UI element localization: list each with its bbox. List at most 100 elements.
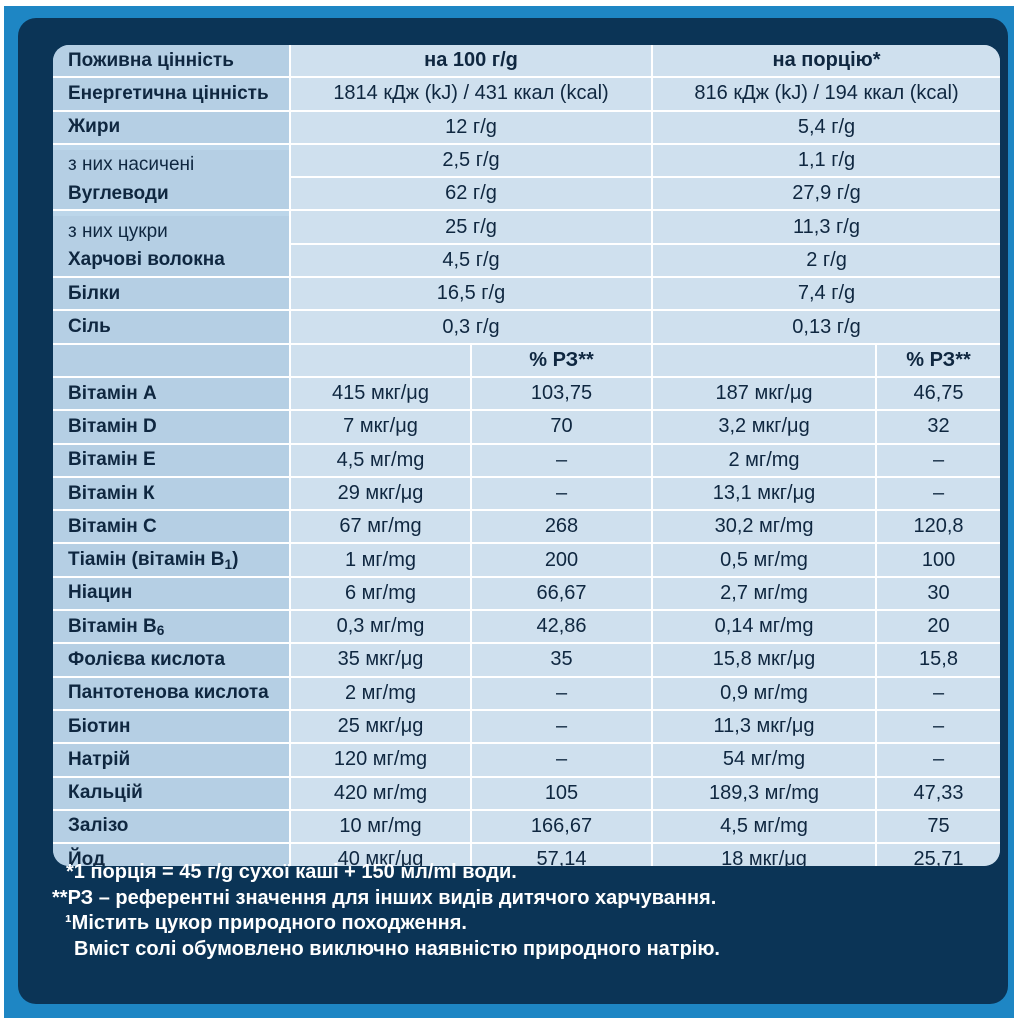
footnote-sugar: ¹Містить цукор природного походження. — [65, 912, 467, 934]
nutrient-label: Йод — [53, 843, 290, 866]
percent-ri-100g: – — [469, 476, 653, 512]
table-row: Залізо 10 мг/mg 166,67 4,5 мг/mg 75 — [53, 809, 1000, 845]
value-per-100g: 420 мг/mg — [289, 776, 471, 811]
nutrient-name: Вітамін К — [68, 482, 155, 504]
value-per-serving: 0,14 мг/mg — [651, 610, 877, 645]
table-row: Вуглеводи 62 г/g 27,9 г/g — [53, 177, 1000, 212]
nutrient-name: Тіамін (вітамін В — [68, 549, 225, 571]
value-per-100g: 16,5 г/g — [288, 277, 653, 312]
value-per-serving: 2 мг/mg — [651, 443, 877, 478]
nutrient-name: Натрій — [68, 748, 131, 770]
nutrient-suffix: ) — [232, 549, 239, 571]
percent-ri-serving: 47,33 — [875, 776, 1000, 811]
nutrient-label: Фолієва кислота — [53, 643, 290, 678]
value-per-serving: 30,2 мг/mg — [651, 510, 877, 545]
value-per-serving: 7,4 г/g — [651, 277, 1000, 312]
percent-ri-100g: – — [469, 676, 653, 711]
percent-ri-serving: – — [875, 709, 1000, 745]
value-per-100g: 25 мкг/μg — [289, 709, 471, 745]
footnote-serving: *1 порція = 45 г/g сухої каші + 150 мл/m… — [66, 861, 517, 883]
percent-ri-100g: 105 — [469, 776, 653, 811]
percent-ri-header-100g: % РЗ** — [469, 343, 653, 378]
nutrient-label: Білки — [53, 277, 290, 312]
nutrient-name: Йод — [68, 848, 106, 866]
table-row: Харчові волокна 4,5 г/g 2 г/g — [53, 243, 1000, 279]
table-header-row: Поживна цінність на 100 г/g на порцію* — [53, 45, 1000, 79]
nutrition-table-container: Поживна цінність на 100 г/g на порцію* Е… — [53, 45, 1000, 866]
footnote-salt: Вміст солі обумовлено виключно наявністю… — [74, 937, 720, 960]
value-per-100g: 415 мкг/μg — [289, 376, 471, 412]
percent-ri-100g: – — [469, 709, 653, 745]
percent-ri-100g: 42,86 — [469, 610, 653, 645]
nutrient-name: Залізо — [68, 815, 129, 837]
nutrient-name: Біотин — [68, 715, 131, 737]
nutrition-panel: Поживна цінність на 100 г/g на порцію* Е… — [18, 18, 1008, 1004]
value-per-serving: 4,5 мг/mg — [651, 809, 877, 845]
nutrient-name: Вітамін Е — [68, 449, 156, 471]
value-per-serving: 2,7 мг/mg — [651, 576, 877, 612]
value-per-100g: 2 мг/mg — [289, 676, 471, 711]
percent-ri-serving: 75 — [875, 809, 1000, 845]
value-per-serving: 0,9 мг/mg — [651, 676, 877, 711]
table-row: Йод 40 мкг/μg 57,14 18 мкг/μg 25,71 — [53, 843, 1000, 866]
value-per-100g: 35 мкг/μg — [289, 643, 471, 678]
nutrient-label: Вітамін D — [53, 410, 290, 445]
table-row: Білки 16,5 г/g 7,4 г/g — [53, 277, 1000, 312]
value-per-serving: 11,3 г/g — [651, 210, 1000, 245]
value-per-serving: 816 кДж (kJ) / 194 ккал (kcal) — [651, 77, 1000, 112]
nutrient-name: Пантотенова кислота — [68, 682, 269, 704]
nutrient-label: Вітамін В6 — [53, 610, 290, 645]
table-row: Тіамін (вітамін В1) 1 мг/mg 200 0,5 мг/mg 10… — [53, 543, 1000, 578]
value-per-serving: 187 мкг/μg — [651, 376, 877, 412]
percent-ri-100g: 35 — [469, 643, 653, 678]
value-per-serving: 0,5 мг/mg — [651, 543, 877, 578]
table-row: Вітамін А 415 мкг/μg 103,75 187 мкг/μg 46,75 — [53, 376, 1000, 412]
value-per-serving: 1,1 г/g — [651, 143, 1000, 179]
empty-label-cell — [53, 343, 290, 378]
value-per-serving: 18 мкг/μg — [651, 843, 877, 866]
nutrient-label: Ніацин — [53, 576, 290, 612]
value-per-100g: 7 мкг/μg — [289, 410, 471, 445]
table-row: Вітамін С 67 мг/mg 268 30,2 мг/mg 120,8 — [53, 510, 1000, 545]
nutrient-name: Вітамін В — [68, 615, 157, 637]
value-per-serving: 54 мг/mg — [651, 743, 877, 778]
percent-ri-100g: – — [469, 743, 653, 778]
value-per-100g: 4,5 мг/mg — [289, 443, 471, 478]
percent-ri-serving: 20 — [875, 610, 1000, 645]
percent-ri-serving: 25,71 — [875, 843, 1000, 866]
table-row: з них цукри 25 г/g 11,3 г/g — [53, 210, 1000, 250]
percent-ri-serving: 15,8 — [875, 643, 1000, 678]
percent-ri-100g: 268 — [469, 510, 653, 545]
value-per-serving: 3,2 мкг/μg — [651, 410, 877, 445]
nutrient-label: Пантотенова кислота — [53, 676, 290, 711]
empty-value-cell — [289, 343, 471, 378]
table-row: Ніацин 6 мг/mg 66,67 2,7 мг/mg 30 — [53, 576, 1000, 612]
value-per-100g: 67 мг/mg — [289, 510, 471, 545]
percent-ri-serving: 120,8 — [875, 510, 1000, 545]
header-per-serving: на порцію* — [651, 45, 1000, 79]
table-row: Вітамін К 29 мкг/μg –13,1 мкг/μg – — [53, 476, 1000, 512]
table-row: Вітамін В6 0,3 мг/mg 42,86 0,14 мг/mg 20 — [53, 610, 1000, 645]
value-per-100g: 1 мг/mg — [289, 543, 471, 578]
nutrient-name: Фолієва кислота — [68, 648, 226, 670]
table-row: Пантотенова кислота 2 мг/mg –0,9 мг/mg – — [53, 676, 1000, 711]
value-per-100g: 62 г/g — [288, 177, 653, 212]
nutrient-label: з них насичені — [53, 148, 290, 183]
value-per-serving: 11,3 мкг/μg — [651, 709, 877, 745]
nutrient-label: Вітамін С — [53, 510, 290, 545]
percent-ri-serving: – — [875, 676, 1000, 711]
nutrient-label: Енергетична цінність — [53, 77, 290, 112]
footnotes: *1 порція = 45 г/g сухої каші + 150 мл/m… — [52, 860, 972, 962]
footnote-reference: **РЗ – референтні значення для інших вид… — [52, 886, 717, 909]
value-per-100g: 25 г/g — [288, 210, 653, 245]
value-per-serving: 0,13 г/g — [651, 310, 1000, 345]
table-row: Сіль 0,3 г/g 0,13 г/g — [53, 310, 1000, 345]
nutrient-label: Вітамін Е — [53, 443, 290, 478]
header-per-100g: на 100 г/g — [288, 45, 653, 79]
nutrient-name: Ніацин — [68, 582, 133, 604]
table-row: Жири 12 г/g 5,4 г/g — [53, 110, 1000, 145]
value-per-100g: 0,3 г/g — [288, 310, 653, 345]
value-per-100g: 1814 кДж (kJ) / 431 ккал (kcal) — [288, 77, 653, 112]
percent-ri-serving: 30 — [875, 576, 1000, 612]
table-row: з них насичені 2,5 г/g 1,1 г/g — [53, 143, 1000, 183]
